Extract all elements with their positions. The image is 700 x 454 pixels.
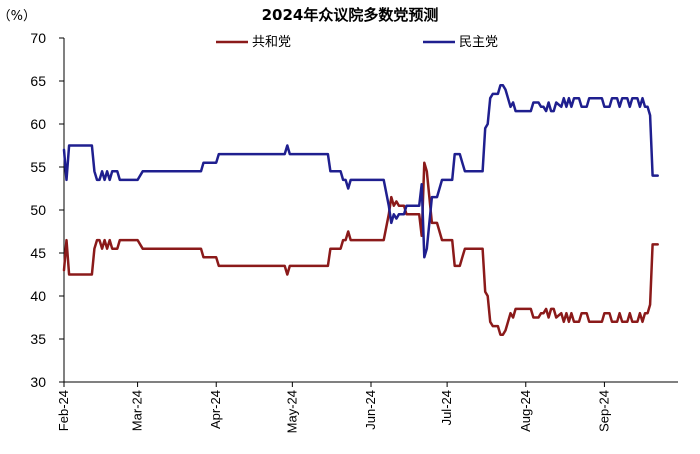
y-tick-label: 65 bbox=[30, 73, 46, 89]
x-tick-label: Aug-24 bbox=[518, 390, 533, 432]
legend-label-democrat: 民主党 bbox=[459, 35, 498, 50]
y-axis: 30 35 40 45 50 55 60 65 70 bbox=[30, 30, 65, 390]
x-tick-label: Jun-24 bbox=[363, 390, 378, 430]
y-tick-label: 40 bbox=[30, 288, 46, 304]
x-tick-label: Mar-24 bbox=[130, 390, 145, 431]
x-tick-label: Jul-24 bbox=[439, 390, 454, 425]
x-tick-label: May-24 bbox=[284, 390, 299, 433]
chart-title: 2024年众议院多数党预测 bbox=[262, 6, 439, 24]
y-tick-label: 35 bbox=[30, 331, 46, 347]
series-line-republican bbox=[62, 161, 659, 336]
series-line-democrat bbox=[62, 84, 659, 259]
x-tick-label: Feb-24 bbox=[56, 390, 71, 431]
x-tick-label: Sep-24 bbox=[596, 390, 611, 432]
y-tick-label: 45 bbox=[30, 245, 46, 261]
y-axis-unit-label: （%） bbox=[0, 9, 36, 24]
x-tick-label: Apr-24 bbox=[208, 390, 223, 429]
y-tick-label: 55 bbox=[30, 159, 46, 175]
y-tick-label: 70 bbox=[30, 30, 46, 46]
y-tick-label: 50 bbox=[30, 202, 46, 218]
series-layer bbox=[62, 84, 659, 336]
x-axis: Feb-24 Mar-24 Apr-24 May-24 Jun-24 Jul-24 Aug-… bbox=[56, 381, 678, 433]
y-tick-label: 60 bbox=[30, 116, 46, 132]
legend-label-republican: 共和党 bbox=[252, 35, 291, 50]
y-tick-label: 30 bbox=[30, 374, 46, 390]
legend: 共和党 民主党 bbox=[216, 35, 498, 50]
